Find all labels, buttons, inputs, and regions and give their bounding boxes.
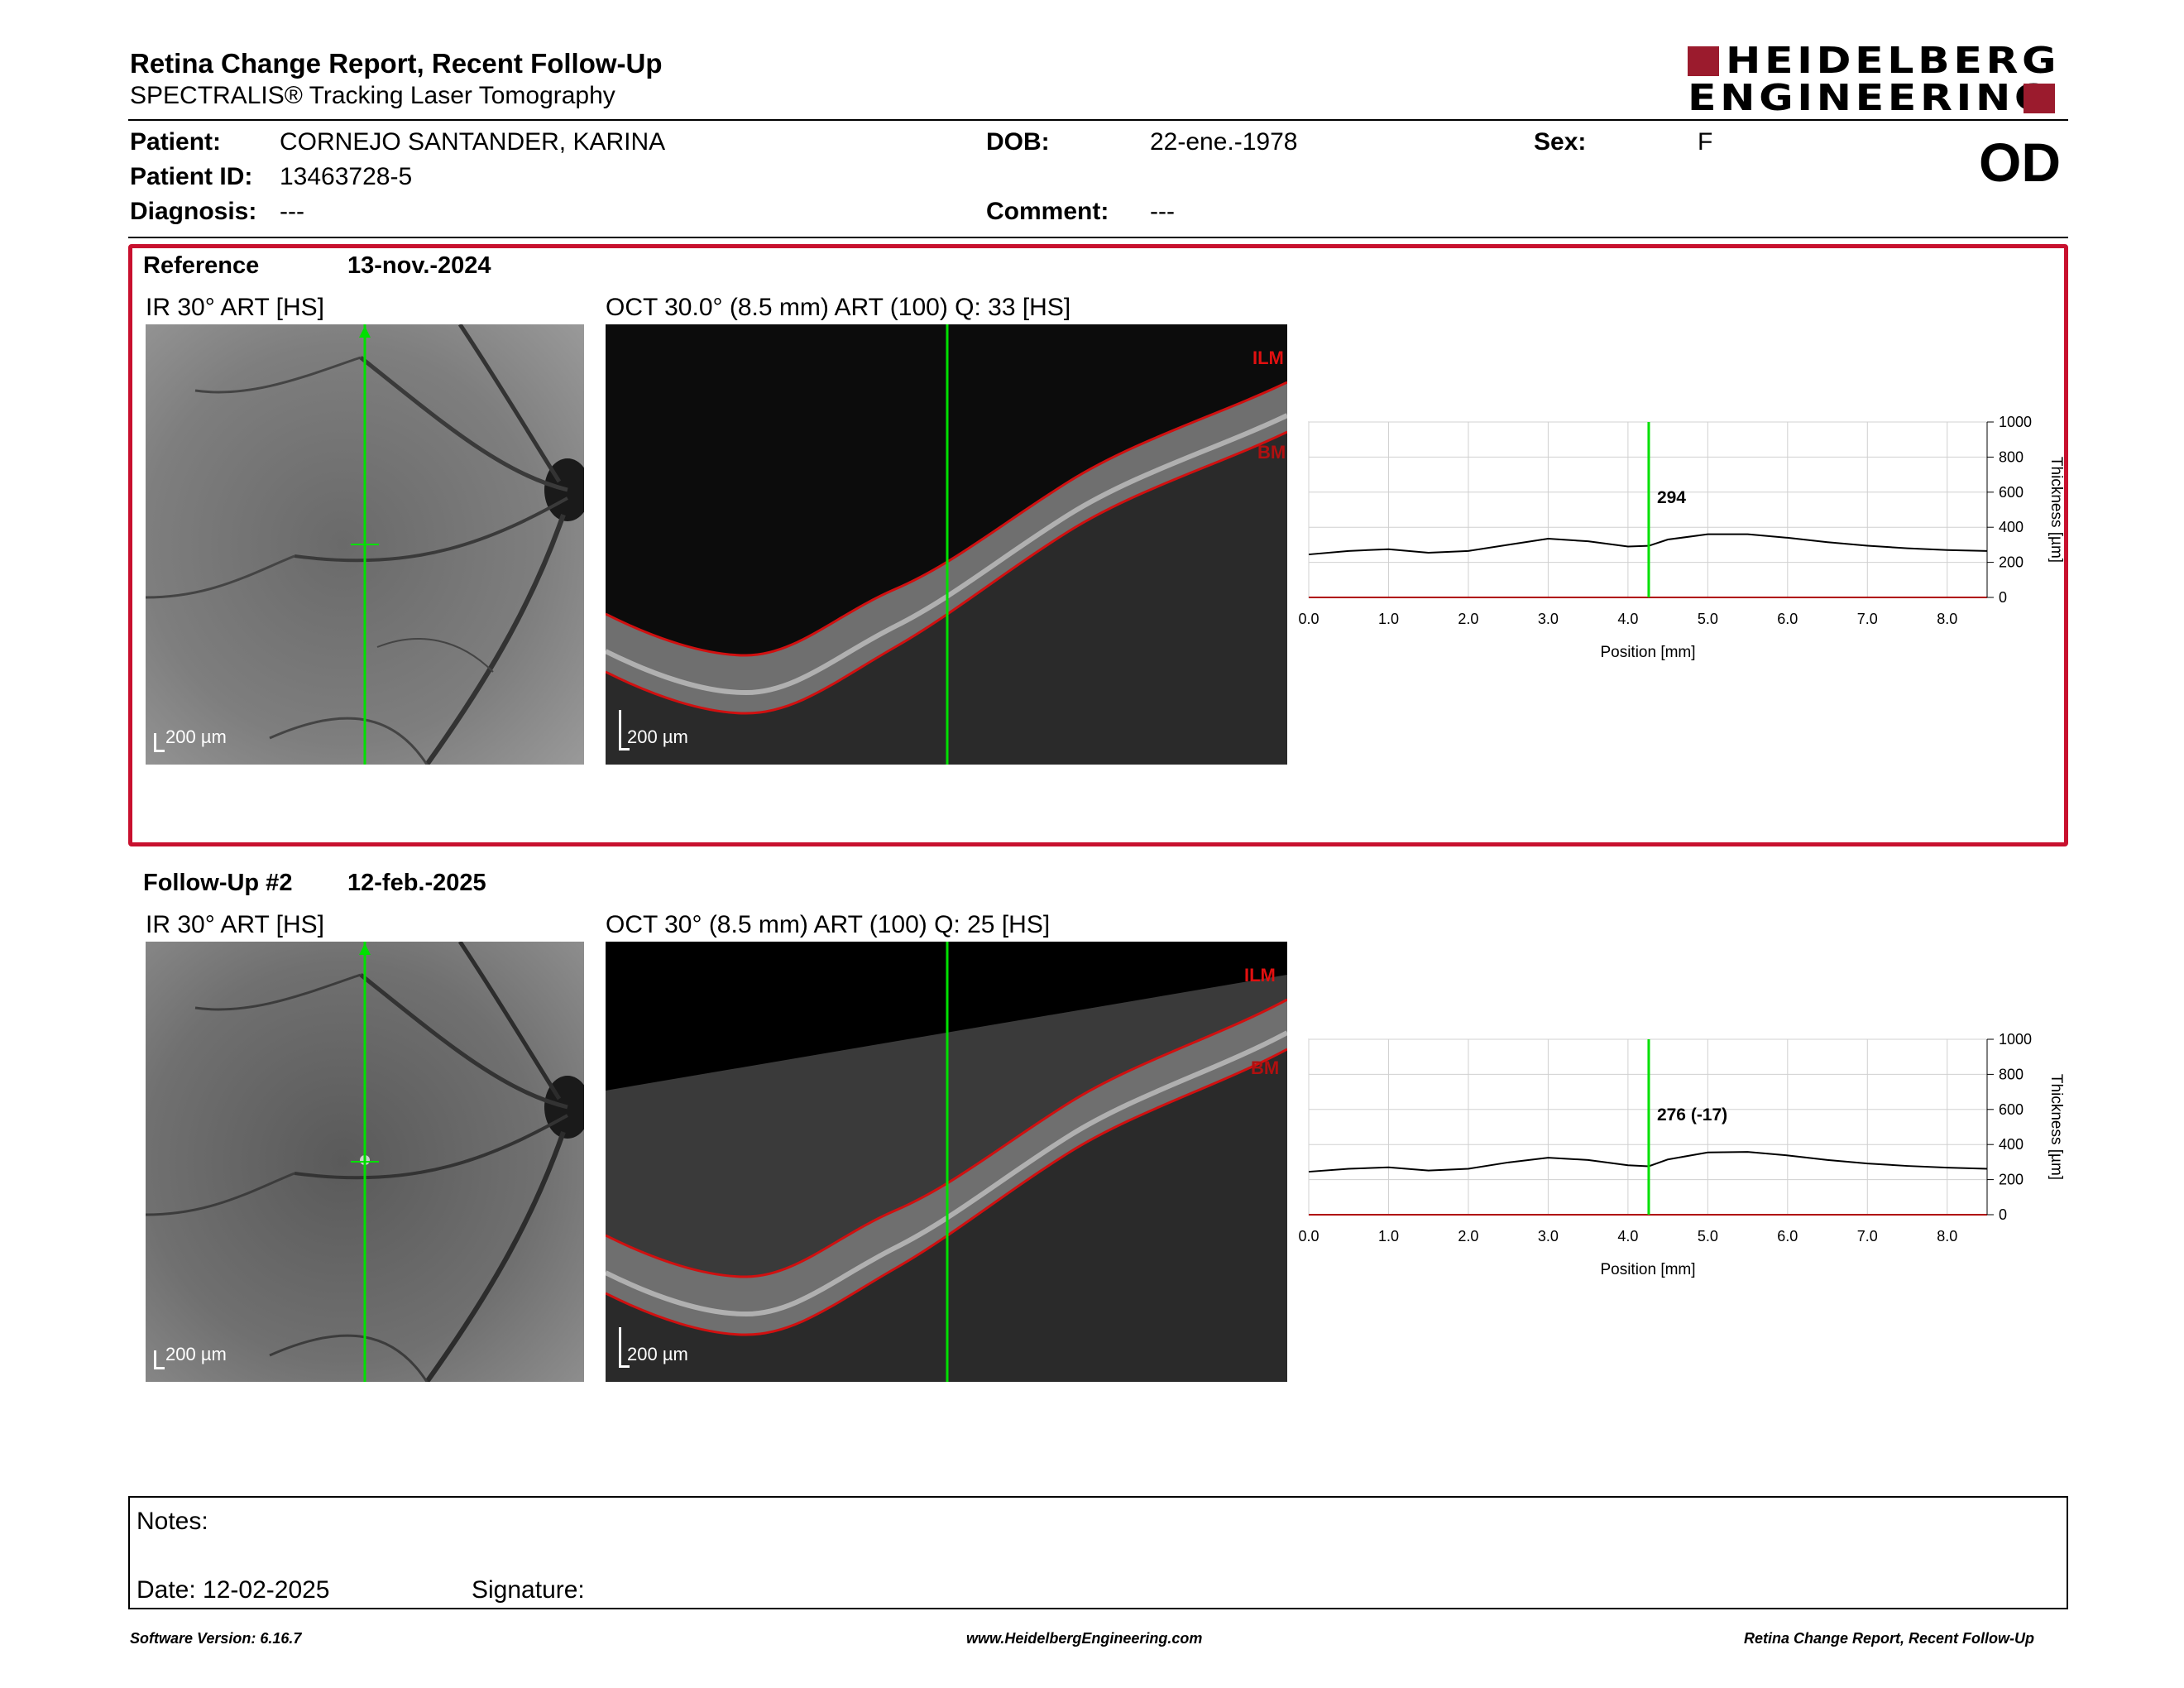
reference-oct-image[interactable]: ILM BM 200 µm	[606, 324, 1287, 765]
y-tick-label: 0	[1999, 1206, 2007, 1223]
followup-date: 12-feb.-2025	[347, 870, 486, 896]
x-axis-label: Position [mm]	[1600, 644, 1695, 661]
patient-divider	[128, 237, 2068, 238]
eye-indicator: OD	[1979, 132, 2061, 193]
header-divider	[128, 119, 2068, 121]
diagnosis-value: ---	[280, 198, 304, 225]
followup-oct-scale: 200 µm	[627, 1344, 688, 1364]
notes-label: Notes:	[136, 1508, 208, 1535]
logo-square-icon	[2024, 84, 2055, 113]
followup-label: Follow-Up #2	[143, 870, 293, 896]
reference-ir-image[interactable]: 200 µm	[146, 324, 584, 765]
x-tick-label: 6.0	[1777, 611, 1798, 627]
sex-value: F	[1698, 128, 1713, 156]
x-tick-label: 5.0	[1698, 611, 1718, 627]
followup-fundus-graphic	[146, 942, 584, 1382]
followup-ir-scale: 200 µm	[165, 1344, 227, 1364]
patient-id: 13463728-5	[280, 163, 413, 190]
reference-bm-label: BM	[1257, 442, 1286, 463]
x-tick-label: 3.0	[1538, 611, 1559, 627]
y-tick-label: 1000	[1999, 414, 2032, 430]
logo-square-icon	[1688, 46, 1719, 76]
x-tick-label: 6.0	[1777, 1228, 1798, 1244]
x-axis-label: Position [mm]	[1600, 1261, 1695, 1278]
y-tick-label: 600	[1999, 484, 2024, 501]
y-tick-label: 400	[1999, 519, 2024, 535]
logo-line1: HEIDELBERG	[1726, 40, 2061, 82]
followup-oct-image[interactable]: ILM BM 200 µm	[606, 942, 1287, 1382]
followup-oct-graphic	[606, 942, 1287, 1382]
notes-box[interactable]: Notes: Date: 12-02-2025 Signature:	[128, 1496, 2068, 1609]
x-tick-label: 3.0	[1538, 1228, 1559, 1244]
y-axis-label: Thickness [µm]	[2048, 1074, 2065, 1180]
footer-report-name: Retina Change Report, Recent Follow-Up	[1744, 1630, 2035, 1647]
reference-date: 13-nov.-2024	[347, 252, 491, 279]
reference-ir-label: IR 30° ART [HS]	[146, 294, 324, 321]
y-tick-label: 200	[1999, 554, 2024, 571]
patient-label: Patient:	[130, 128, 222, 156]
followup-oct-scale-bar	[619, 1327, 630, 1368]
report-subtitle: SPECTRALIS® Tracking Laser Tomography	[130, 82, 615, 109]
x-tick-label: 7.0	[1857, 1228, 1878, 1244]
dob-label: DOB:	[986, 128, 1050, 156]
followup-oct-label: OCT 30° (8.5 mm) ART (100) Q: 25 [HS]	[606, 911, 1051, 938]
y-tick-label: 1000	[1999, 1031, 2032, 1048]
y-axis-label: Thickness [µm]	[2048, 457, 2065, 563]
x-tick-label: 0.0	[1299, 611, 1320, 627]
followup-thickness-chart: 0.0 1.0 2.0 3.0 4.0 5.0 6.0 7.0 8.0 0 200 400 600 800…	[1299, 1031, 2065, 1278]
dob-value: 22-ene.-1978	[1150, 128, 1298, 156]
reference-oct-scale-bar	[619, 710, 630, 750]
diagnosis-label: Diagnosis:	[130, 198, 257, 225]
x-tick-label: 5.0	[1698, 1228, 1718, 1244]
followup-ir-label: IR 30° ART [HS]	[146, 911, 324, 938]
reference-oct-graphic	[606, 324, 1287, 765]
reference-oct-label: OCT 30.0° (8.5 mm) ART (100) Q: 33 [HS]	[606, 294, 1071, 321]
y-tick-label: 200	[1999, 1172, 2024, 1188]
sex-label: Sex:	[1534, 128, 1587, 156]
reference-fundus-graphic	[146, 324, 584, 765]
comment-value: ---	[1150, 198, 1175, 225]
footer-website[interactable]: www.HeidelbergEngineering.com	[966, 1630, 1203, 1647]
followup-ir-image[interactable]: 200 µm	[146, 942, 584, 1382]
patient-name: CORNEJO SANTANDER, KARINA	[280, 128, 666, 156]
x-tick-label: 2.0	[1458, 611, 1478, 627]
x-tick-label: 1.0	[1378, 611, 1399, 627]
y-tick-label: 600	[1999, 1101, 2024, 1118]
x-tick-label: 7.0	[1857, 611, 1878, 627]
reference-highlight-box	[128, 244, 2068, 846]
y-tick-label: 400	[1999, 1136, 2024, 1153]
patient-id-label: Patient ID:	[130, 163, 253, 190]
reference-ilm-label: ILM	[1252, 348, 1284, 368]
y-tick-label: 0	[1999, 589, 2007, 606]
reference-label: Reference	[143, 252, 260, 279]
x-tick-label: 1.0	[1378, 1228, 1399, 1244]
reference-ir-scale-bar	[154, 733, 165, 752]
y-tick-label: 800	[1999, 448, 2024, 465]
followup-ir-scale-bar	[154, 1350, 165, 1369]
signature-label: Signature:	[472, 1576, 585, 1604]
x-tick-label: 8.0	[1937, 1228, 1957, 1244]
reference-thickness-chart: 0.0 1.0 2.0 3.0 4.0 5.0 6.0 7.0 8.0 0 200 400 600 800…	[1299, 414, 2065, 661]
notes-date: Date: 12-02-2025	[136, 1576, 330, 1604]
followup-ilm-label: ILM	[1244, 965, 1276, 985]
cursor-value-label: 276 (-17)	[1657, 1105, 1727, 1125]
cursor-value-label: 294	[1657, 488, 1686, 507]
comment-label: Comment:	[986, 198, 1109, 225]
report-title: Retina Change Report, Recent Follow-Up	[130, 48, 663, 79]
footer-software-version: Software Version: 6.16.7	[130, 1630, 302, 1647]
logo-line2: ENGINEERING	[1688, 77, 2053, 119]
y-tick-label: 800	[1999, 1066, 2024, 1082]
reference-ir-scale: 200 µm	[165, 727, 227, 747]
x-tick-label: 8.0	[1937, 611, 1957, 627]
x-tick-label: 2.0	[1458, 1228, 1478, 1244]
x-tick-label: 4.0	[1617, 611, 1638, 627]
x-tick-label: 0.0	[1299, 1228, 1320, 1244]
reference-oct-scale: 200 µm	[627, 727, 688, 747]
x-tick-label: 4.0	[1617, 1228, 1638, 1244]
followup-bm-label: BM	[1251, 1057, 1280, 1078]
